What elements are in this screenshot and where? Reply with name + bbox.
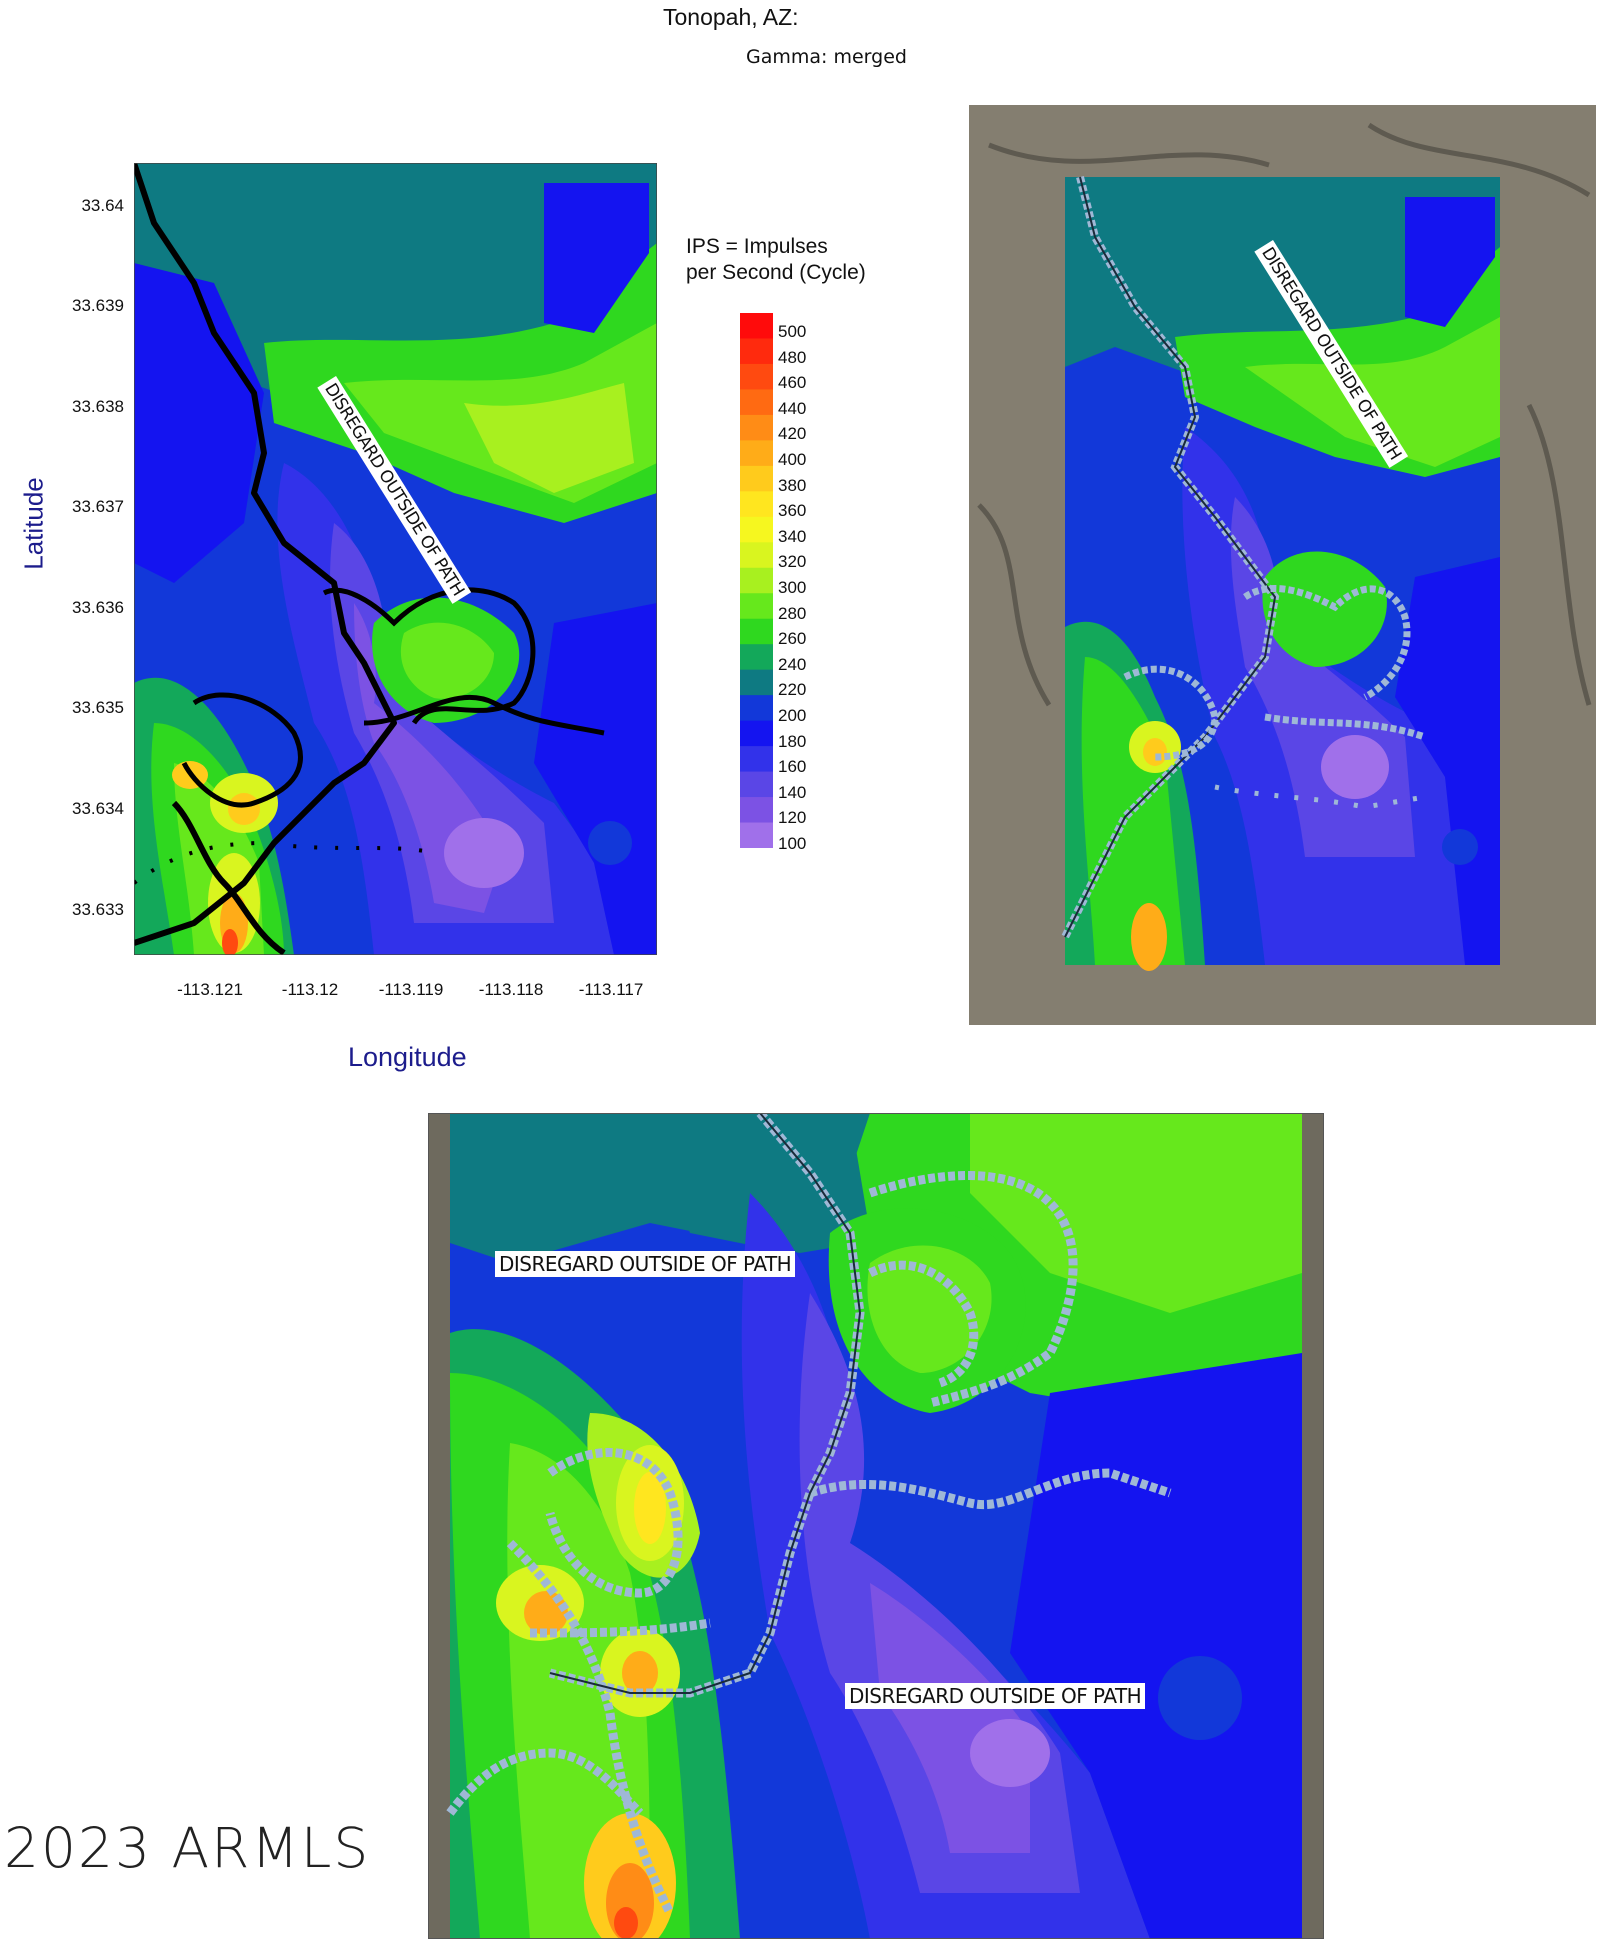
y-axis-label: Latitude — [18, 477, 49, 570]
colorbar-level-label: 480 — [778, 347, 807, 367]
colorbar-level-label: 100 — [778, 834, 807, 853]
colorbar-swatch — [740, 644, 773, 671]
colorbar-swatch — [740, 542, 773, 569]
colorbar-swatch — [740, 363, 773, 390]
legend-title: IPS = Impulses per Second (Cycle) — [686, 234, 926, 286]
colorbar-level-label: 340 — [778, 526, 807, 546]
colorbar-level-label: 160 — [778, 757, 807, 777]
colorbar-swatch — [740, 389, 773, 416]
colorbar-swatch — [740, 593, 773, 620]
colorbar — [740, 313, 773, 848]
colorbar-swatch — [740, 720, 773, 747]
map-title: Tonopah, AZ: — [663, 4, 799, 30]
y-tick-label: 33.637 — [72, 497, 124, 516]
contour-map-main — [134, 163, 657, 955]
colorbar-swatch — [740, 313, 773, 339]
colorbar-swatch — [740, 338, 773, 365]
colorbar-level-label: 240 — [778, 654, 807, 674]
colorbar-swatch — [740, 771, 773, 798]
colorbar-swatch — [740, 516, 773, 543]
colorbar-swatch — [740, 567, 773, 594]
colorbar-level-label: 260 — [778, 629, 807, 649]
colorbar-level-label: 500 — [778, 322, 807, 341]
disregard-label-zoom-2: DISREGARD OUTSIDE OF PATH — [845, 1683, 1146, 1709]
copyright-watermark: 2023 ARMLS — [4, 1816, 371, 1880]
x-tick-label: -113.117 — [578, 980, 644, 999]
y-tick-label: 33.633 — [72, 900, 124, 919]
colorbar-level-label: 220 — [778, 680, 807, 700]
colorbar-swatch — [740, 618, 773, 645]
x-axis-label: Longitude — [348, 1042, 467, 1072]
colorbar-level-label: 200 — [778, 706, 807, 725]
y-tick-label: 33.635 — [72, 698, 124, 717]
colorbar-level-label: 460 — [778, 373, 807, 393]
colorbar-level-label: 300 — [778, 578, 807, 597]
colorbar-level-label: 120 — [778, 808, 807, 828]
colorbar-level-label: 140 — [778, 782, 807, 802]
colorbar-level-label: 400 — [778, 450, 807, 469]
disregard-label-zoom-1: DISREGARD OUTSIDE OF PATH — [495, 1251, 796, 1277]
legend-title-line1: IPS = Impulses — [686, 235, 828, 258]
satellite-overlay-map — [969, 105, 1596, 1025]
x-tick-label: -113.119 — [378, 980, 444, 999]
colorbar-swatch — [740, 746, 773, 773]
colorbar-swatch — [740, 491, 773, 518]
map-subtitle: Gamma: merged — [746, 46, 907, 68]
colorbar-level-label: 440 — [778, 398, 807, 418]
x-tick-label: -113.118 — [478, 980, 544, 999]
x-tick-label: -113.121 — [177, 980, 243, 999]
colorbar-swatch — [740, 669, 773, 696]
y-tick-label: 33.639 — [72, 296, 124, 315]
colorbar-level-label: 380 — [778, 475, 807, 495]
colorbar-swatch — [740, 414, 773, 441]
colorbar-swatch — [740, 465, 773, 492]
colorbar-level-label: 420 — [778, 424, 807, 444]
colorbar-swatch — [740, 797, 773, 824]
colorbar-swatch — [740, 695, 773, 722]
y-tick-label: 33.64 — [81, 196, 124, 215]
colorbar-swatch — [740, 822, 773, 848]
legend-title-line2: per Second (Cycle) — [686, 261, 866, 284]
colorbar-level-label: 320 — [778, 552, 807, 572]
y-tick-label: 33.634 — [72, 799, 124, 818]
colorbar-level-label: 360 — [778, 501, 807, 521]
colorbar-level-label: 280 — [778, 603, 807, 623]
colorbar-swatch — [740, 440, 773, 467]
y-tick-label: 33.636 — [72, 598, 124, 617]
y-tick-label: 33.638 — [72, 397, 124, 416]
zoomed-overlay-map — [428, 1113, 1324, 1939]
colorbar-level-label: 180 — [778, 731, 807, 751]
x-tick-label: -113.12 — [281, 980, 339, 999]
